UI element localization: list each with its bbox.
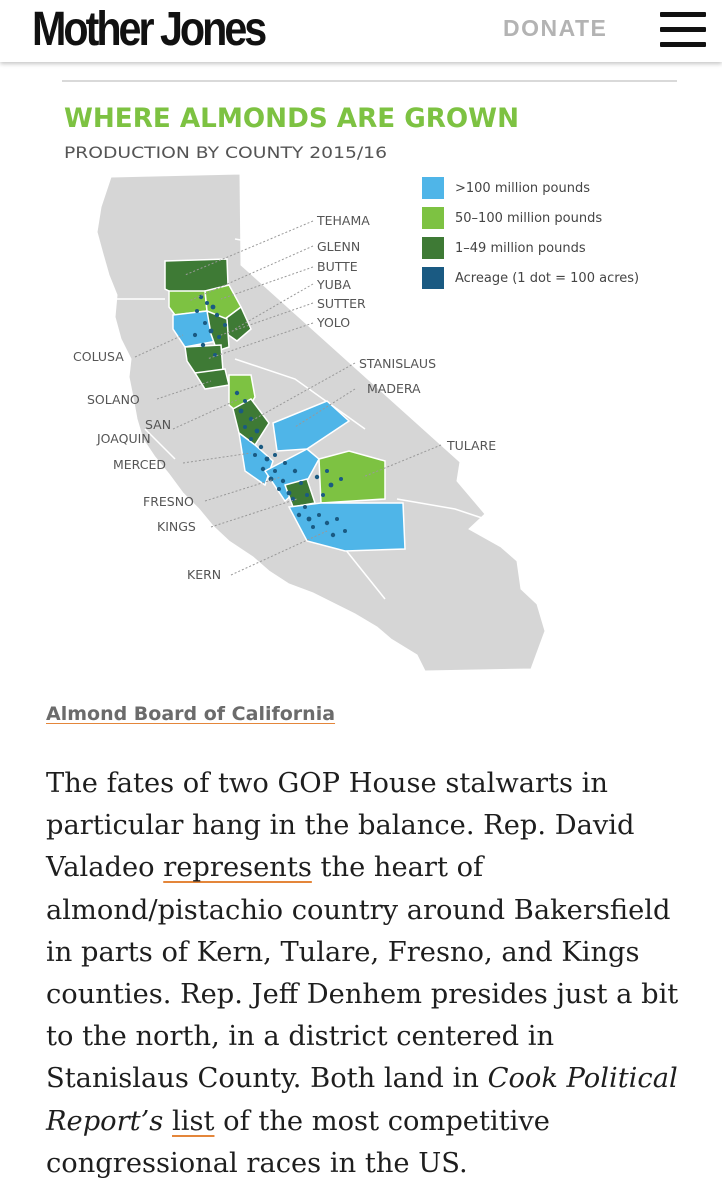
legend-swatch-acreage xyxy=(422,267,444,289)
label-fresno: FRESNO xyxy=(143,494,194,509)
label-san-joaquin: JOAQUIN xyxy=(96,431,151,446)
legend-swatch-50-100 xyxy=(422,207,444,229)
county-colusa xyxy=(172,310,218,348)
publication-name: Cook Political Report’s xyxy=(46,1063,678,1137)
map-title: WHERE ALMONDS ARE GROWN xyxy=(64,103,519,134)
map-subtitle: PRODUCTION BY COUNTY 2015/16 xyxy=(64,143,387,162)
site-header: Mother Jones DONATE xyxy=(0,0,722,62)
legend-label: Acreage (1 dot = 100 acres) xyxy=(455,271,639,286)
california-map: WHERE ALMONDS ARE GROWN PRODUCTION BY CO… xyxy=(45,79,678,675)
list-link[interactable]: list xyxy=(172,1105,215,1137)
label-merced: MERCED xyxy=(113,457,166,472)
label-glenn: GLENN xyxy=(317,239,360,254)
map-legend: >100 million pounds 50–100 million pound… xyxy=(422,177,639,289)
label-sutter: SUTTER xyxy=(317,296,366,311)
label-colusa: COLUSA xyxy=(73,349,124,364)
site-logo[interactable]: Mother Jones xyxy=(32,3,267,56)
article-text: of the most competitive congressional ra… xyxy=(46,1105,550,1179)
label-kings: KINGS xyxy=(157,519,196,534)
article-text: the heart of almond/pistachio country ar… xyxy=(46,852,679,1095)
label-butte: BUTTE xyxy=(317,259,358,274)
label-kern: KERN xyxy=(187,567,221,582)
label-solano: SOLANO xyxy=(87,392,140,407)
article-text xyxy=(163,1106,172,1137)
article-paragraph: The fates of two GOP House stalwarts in … xyxy=(46,763,686,1185)
donate-link[interactable]: DONATE xyxy=(503,15,608,41)
label-tulare: TULARE xyxy=(446,438,496,453)
label-leader-lines xyxy=(134,220,442,576)
hamburger-menu-icon[interactable] xyxy=(660,12,706,48)
legend-label: >100 million pounds xyxy=(455,181,590,196)
represents-link[interactable]: represents xyxy=(163,852,312,884)
legend-swatch-1-49 xyxy=(422,237,444,259)
label-tehama: TEHAMA xyxy=(316,213,370,228)
acreage-dots xyxy=(192,294,347,538)
county-tulare xyxy=(318,450,386,504)
county-madera xyxy=(272,400,351,452)
label-yuba: YUBA xyxy=(316,277,351,292)
almond-map-figure: WHERE ALMONDS ARE GROWN PRODUCTION BY CO… xyxy=(45,79,678,675)
label-stanislaus: STANISLAUS xyxy=(359,356,436,371)
label-yolo: YOLO xyxy=(316,315,350,330)
legend-swatch-over-100 xyxy=(422,177,444,199)
label-madera: MADERA xyxy=(367,381,421,396)
legend-label: 50–100 million pounds xyxy=(455,211,602,226)
label-san-joaquin: SAN xyxy=(145,417,171,432)
legend-label: 1–49 million pounds xyxy=(455,241,586,256)
image-credit-link[interactable]: Almond Board of California xyxy=(46,703,336,725)
article-text: The fates of two GOP House stalwarts in … xyxy=(46,768,635,884)
